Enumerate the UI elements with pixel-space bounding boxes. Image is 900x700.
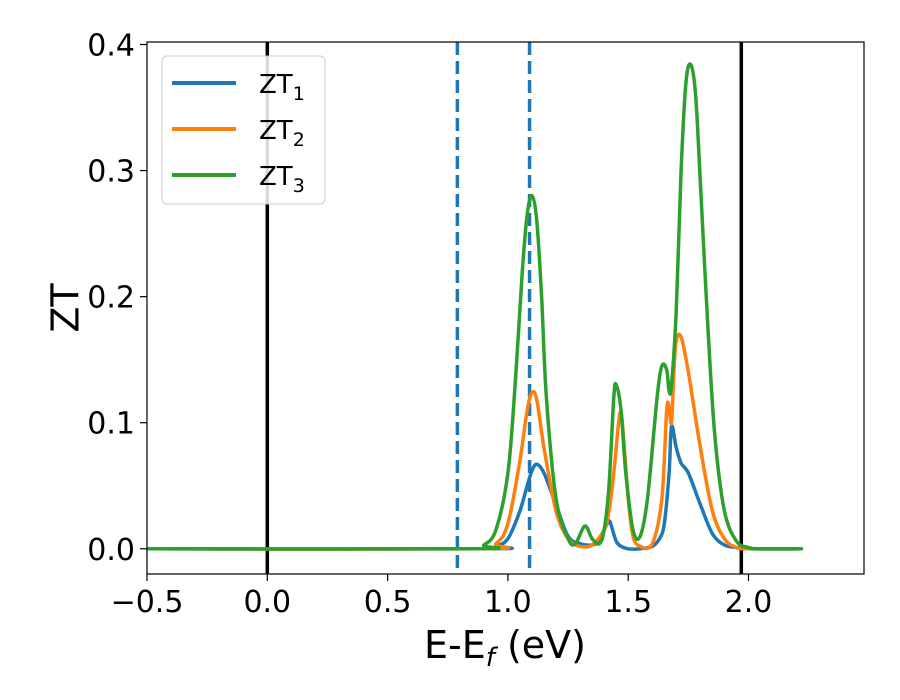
legend-label-zt2: ZT2 bbox=[259, 116, 305, 151]
legend-label-zt1: ZT1 bbox=[259, 70, 305, 105]
series-layer bbox=[147, 62, 804, 551]
legend-box bbox=[161, 55, 326, 205]
y-tick-label: 0.2 bbox=[87, 281, 135, 316]
y-tick-label: 0.3 bbox=[87, 155, 135, 190]
y-axis-title: ZT bbox=[44, 283, 88, 333]
x-axis-ticks: −0.5 0.0 0.5 1.0 1.5 2.0 bbox=[111, 574, 773, 620]
x-tick-label: 0.0 bbox=[243, 585, 291, 620]
y-tick-label: 0.1 bbox=[87, 407, 135, 442]
x-tick-label: 2.0 bbox=[725, 585, 773, 620]
legend-label-zt3: ZT3 bbox=[259, 162, 305, 197]
reference-lines bbox=[265, 42, 744, 574]
x-axis-title: E-Ef (eV) bbox=[424, 623, 586, 673]
x-tick-label: 1.0 bbox=[484, 585, 532, 620]
y-axis-ticks: 0.0 0.1 0.2 0.3 0.4 bbox=[87, 29, 147, 568]
x-tick-label: 1.5 bbox=[604, 585, 652, 620]
x-tick-label: 0.5 bbox=[364, 585, 412, 620]
series-line-zt3 bbox=[147, 62, 804, 551]
series-line-zt1 bbox=[147, 424, 804, 551]
plot-frame bbox=[146, 41, 865, 575]
y-tick-label: 0.4 bbox=[87, 29, 135, 64]
y-tick-label: 0.0 bbox=[87, 533, 135, 568]
legend: ZT1 ZT2 ZT3 bbox=[161, 55, 326, 205]
x-tick-label: −0.5 bbox=[111, 585, 184, 620]
